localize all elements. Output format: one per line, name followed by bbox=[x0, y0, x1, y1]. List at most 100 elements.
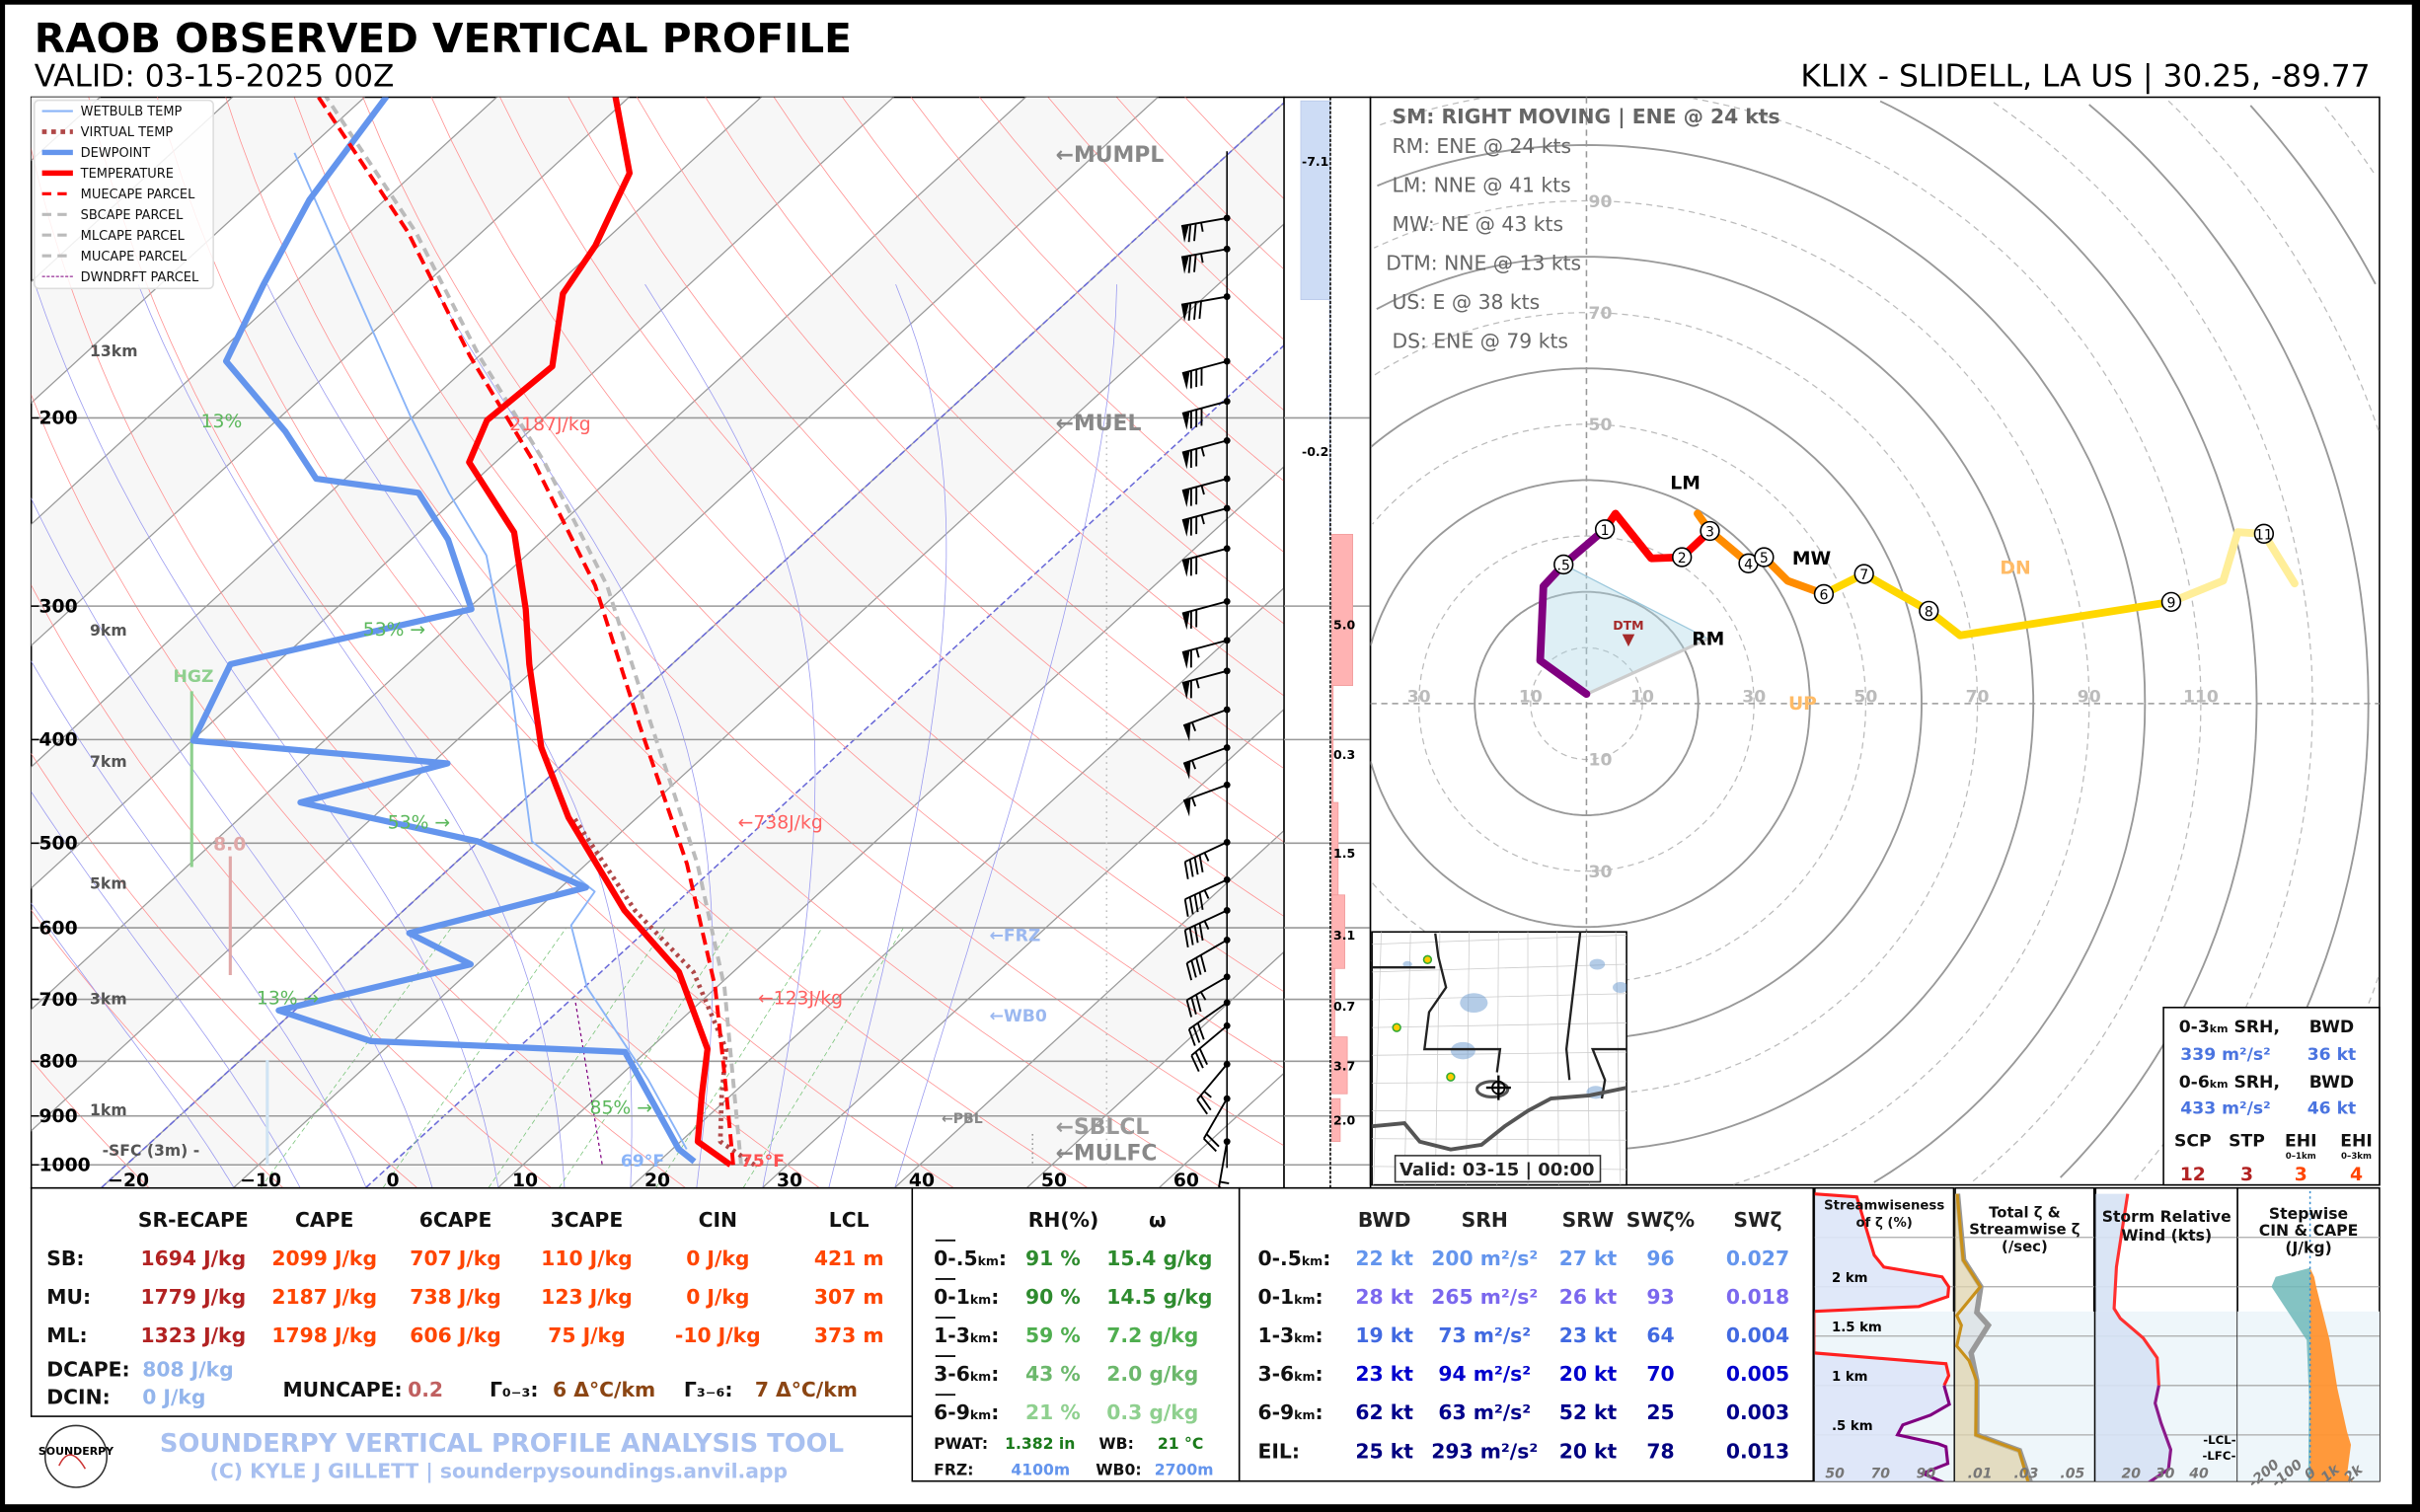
county-line bbox=[1372, 993, 1627, 1001]
kinematic-value: 73 m²/s² bbox=[1438, 1323, 1531, 1347]
column-value-label: 3.1 bbox=[1333, 928, 1355, 943]
hodograph-ring bbox=[2323, 106, 2375, 174]
thermo-value: 1694 J/kg bbox=[140, 1247, 246, 1270]
wind-barb-full bbox=[1198, 923, 1204, 942]
wind-barb-full bbox=[1183, 899, 1189, 917]
figure-title: RAOB OBSERVED VERTICAL PROFILE bbox=[35, 15, 852, 62]
thermo-value: 421 m bbox=[814, 1247, 884, 1270]
thermo-row-label: ML: bbox=[46, 1323, 87, 1347]
km-marker-label: .5 bbox=[1557, 558, 1570, 573]
wind-barb-dot bbox=[1223, 504, 1231, 512]
rh-label: 13% → bbox=[257, 989, 319, 1010]
streamwiseness-line-lower bbox=[1895, 1385, 1951, 1481]
wind-barb-half bbox=[1200, 253, 1204, 264]
wb0-label: WB0: bbox=[1096, 1460, 1141, 1478]
wind-barb-full bbox=[1203, 1138, 1217, 1153]
colon: : bbox=[991, 1285, 999, 1309]
wind-barb-full bbox=[1190, 1055, 1200, 1073]
wind-barb-full bbox=[1198, 301, 1202, 320]
isotherm bbox=[31, 97, 763, 768]
virtual-temp-line bbox=[571, 815, 756, 1168]
thermo-value: 707 J/kg bbox=[410, 1247, 501, 1270]
colon: : bbox=[1316, 1362, 1323, 1386]
hodograph-ring-label: 110 bbox=[2183, 687, 2219, 707]
bwd03-value: 36 kt bbox=[2307, 1045, 2357, 1065]
legend-label: DWNDRFT PARCEL bbox=[81, 270, 199, 285]
km-marker bbox=[1672, 547, 1693, 567]
radar-echo-strong bbox=[1392, 1022, 1401, 1032]
wind-barb-flag bbox=[1181, 649, 1190, 669]
dtm-marker-icon bbox=[1622, 634, 1635, 647]
height-label: 9km bbox=[90, 621, 127, 640]
thermo-value: 0 J/kg bbox=[686, 1285, 749, 1309]
wb-label: WB: bbox=[1098, 1434, 1133, 1453]
dcin-value: 0 J/kg bbox=[142, 1386, 205, 1409]
cape-label: ←738J/kg bbox=[738, 812, 823, 833]
km-marker-label: 9 bbox=[2166, 595, 2175, 611]
mixing-ratio-line bbox=[655, 927, 823, 1188]
dry-adiabat bbox=[636, 97, 1285, 770]
kinematic-value: 0.005 bbox=[1726, 1362, 1789, 1386]
column-bar bbox=[1331, 894, 1345, 969]
km-marker-label: 3 bbox=[1705, 524, 1714, 540]
rh-label: 53% → bbox=[363, 620, 425, 641]
x-tick-label: 30 bbox=[2155, 1467, 2175, 1482]
hodograph-ring-label: 110 bbox=[1583, 81, 1619, 101]
km-subscript: km bbox=[970, 1407, 991, 1422]
thermo-table-frame bbox=[30, 1186, 914, 1417]
hodograph-ring-label: 30 bbox=[1589, 863, 1613, 882]
rh-label: 53% → bbox=[388, 812, 450, 833]
dry-adiabat bbox=[773, 97, 1285, 625]
legend-label: TEMPERATURE bbox=[80, 167, 174, 182]
column-bar bbox=[1331, 1097, 1341, 1143]
wind-barb bbox=[1183, 875, 1231, 917]
kinematic-value: 0.027 bbox=[1726, 1247, 1789, 1270]
pressure-tick-label: 500 bbox=[38, 834, 77, 855]
storm-motion-label: DN bbox=[2000, 559, 2030, 579]
km-marker-label: 4 bbox=[1744, 557, 1753, 572]
hodograph-ring bbox=[1530, 646, 1643, 761]
hodograph-trace bbox=[2167, 528, 2299, 606]
cape-label: 2187J/kg bbox=[509, 415, 590, 435]
muel-label: ←MUEL bbox=[1056, 412, 1142, 436]
km-marker-label: 8 bbox=[1925, 604, 1933, 620]
pressure-tick-label: 300 bbox=[38, 596, 77, 617]
wind-barb bbox=[1181, 667, 1231, 700]
wind-barb-flag bbox=[1183, 722, 1191, 742]
thermo-row-label: SB: bbox=[46, 1247, 84, 1270]
ehi1-subscript: 0–1km bbox=[2286, 1152, 2316, 1162]
kinematic-value: 27 kt bbox=[1559, 1247, 1618, 1270]
hgz-label: HGZ bbox=[173, 667, 213, 687]
wind-barb-half bbox=[1219, 1180, 1230, 1184]
height-label: 7km bbox=[90, 752, 127, 771]
layer-label: 3-6km: bbox=[1257, 1362, 1323, 1386]
index-value: 4 bbox=[2350, 1165, 2363, 1185]
hodograph-trace bbox=[1536, 525, 1609, 699]
kinematic-value: 70 bbox=[1646, 1362, 1674, 1386]
legend-label: MUCAPE PARCEL bbox=[81, 250, 188, 265]
rh-value: 90 % bbox=[1025, 1285, 1081, 1309]
kinematic-value: 93 bbox=[1646, 1285, 1674, 1309]
wind-barb-shaft bbox=[1184, 909, 1228, 932]
srh-tail: SRH, bbox=[2228, 1073, 2280, 1093]
hodograph-ring bbox=[1370, 703, 1811, 929]
km-subscript: km bbox=[970, 1369, 991, 1384]
wind-barb-half bbox=[1203, 1091, 1212, 1098]
sblcl-label: ←SBLCL bbox=[1056, 1115, 1150, 1140]
dry-adiabat bbox=[31, 147, 820, 1188]
column-value-label: 5.0 bbox=[1333, 617, 1355, 632]
lfc-marker: -LFC- bbox=[2202, 1449, 2235, 1463]
map-content bbox=[1372, 932, 1627, 1185]
pwat-label: PWAT: bbox=[934, 1434, 988, 1453]
colon: : bbox=[1323, 1247, 1330, 1270]
hodograph-ring bbox=[1370, 367, 1923, 704]
wind-barb-shaft bbox=[1182, 709, 1228, 726]
storm-motion-text: DTM: NNE @ 13 kts bbox=[1386, 251, 1581, 274]
wind-barb-shaft bbox=[1181, 600, 1228, 615]
thermo-value: 2187 J/kg bbox=[271, 1285, 377, 1309]
state-border bbox=[1422, 933, 1502, 1073]
column-value-label: -7.1 bbox=[1302, 154, 1328, 169]
isotherm bbox=[894, 829, 1285, 1188]
storm-motion-label: UP bbox=[1788, 694, 1817, 715]
radar-echo-strong bbox=[1446, 1072, 1456, 1082]
